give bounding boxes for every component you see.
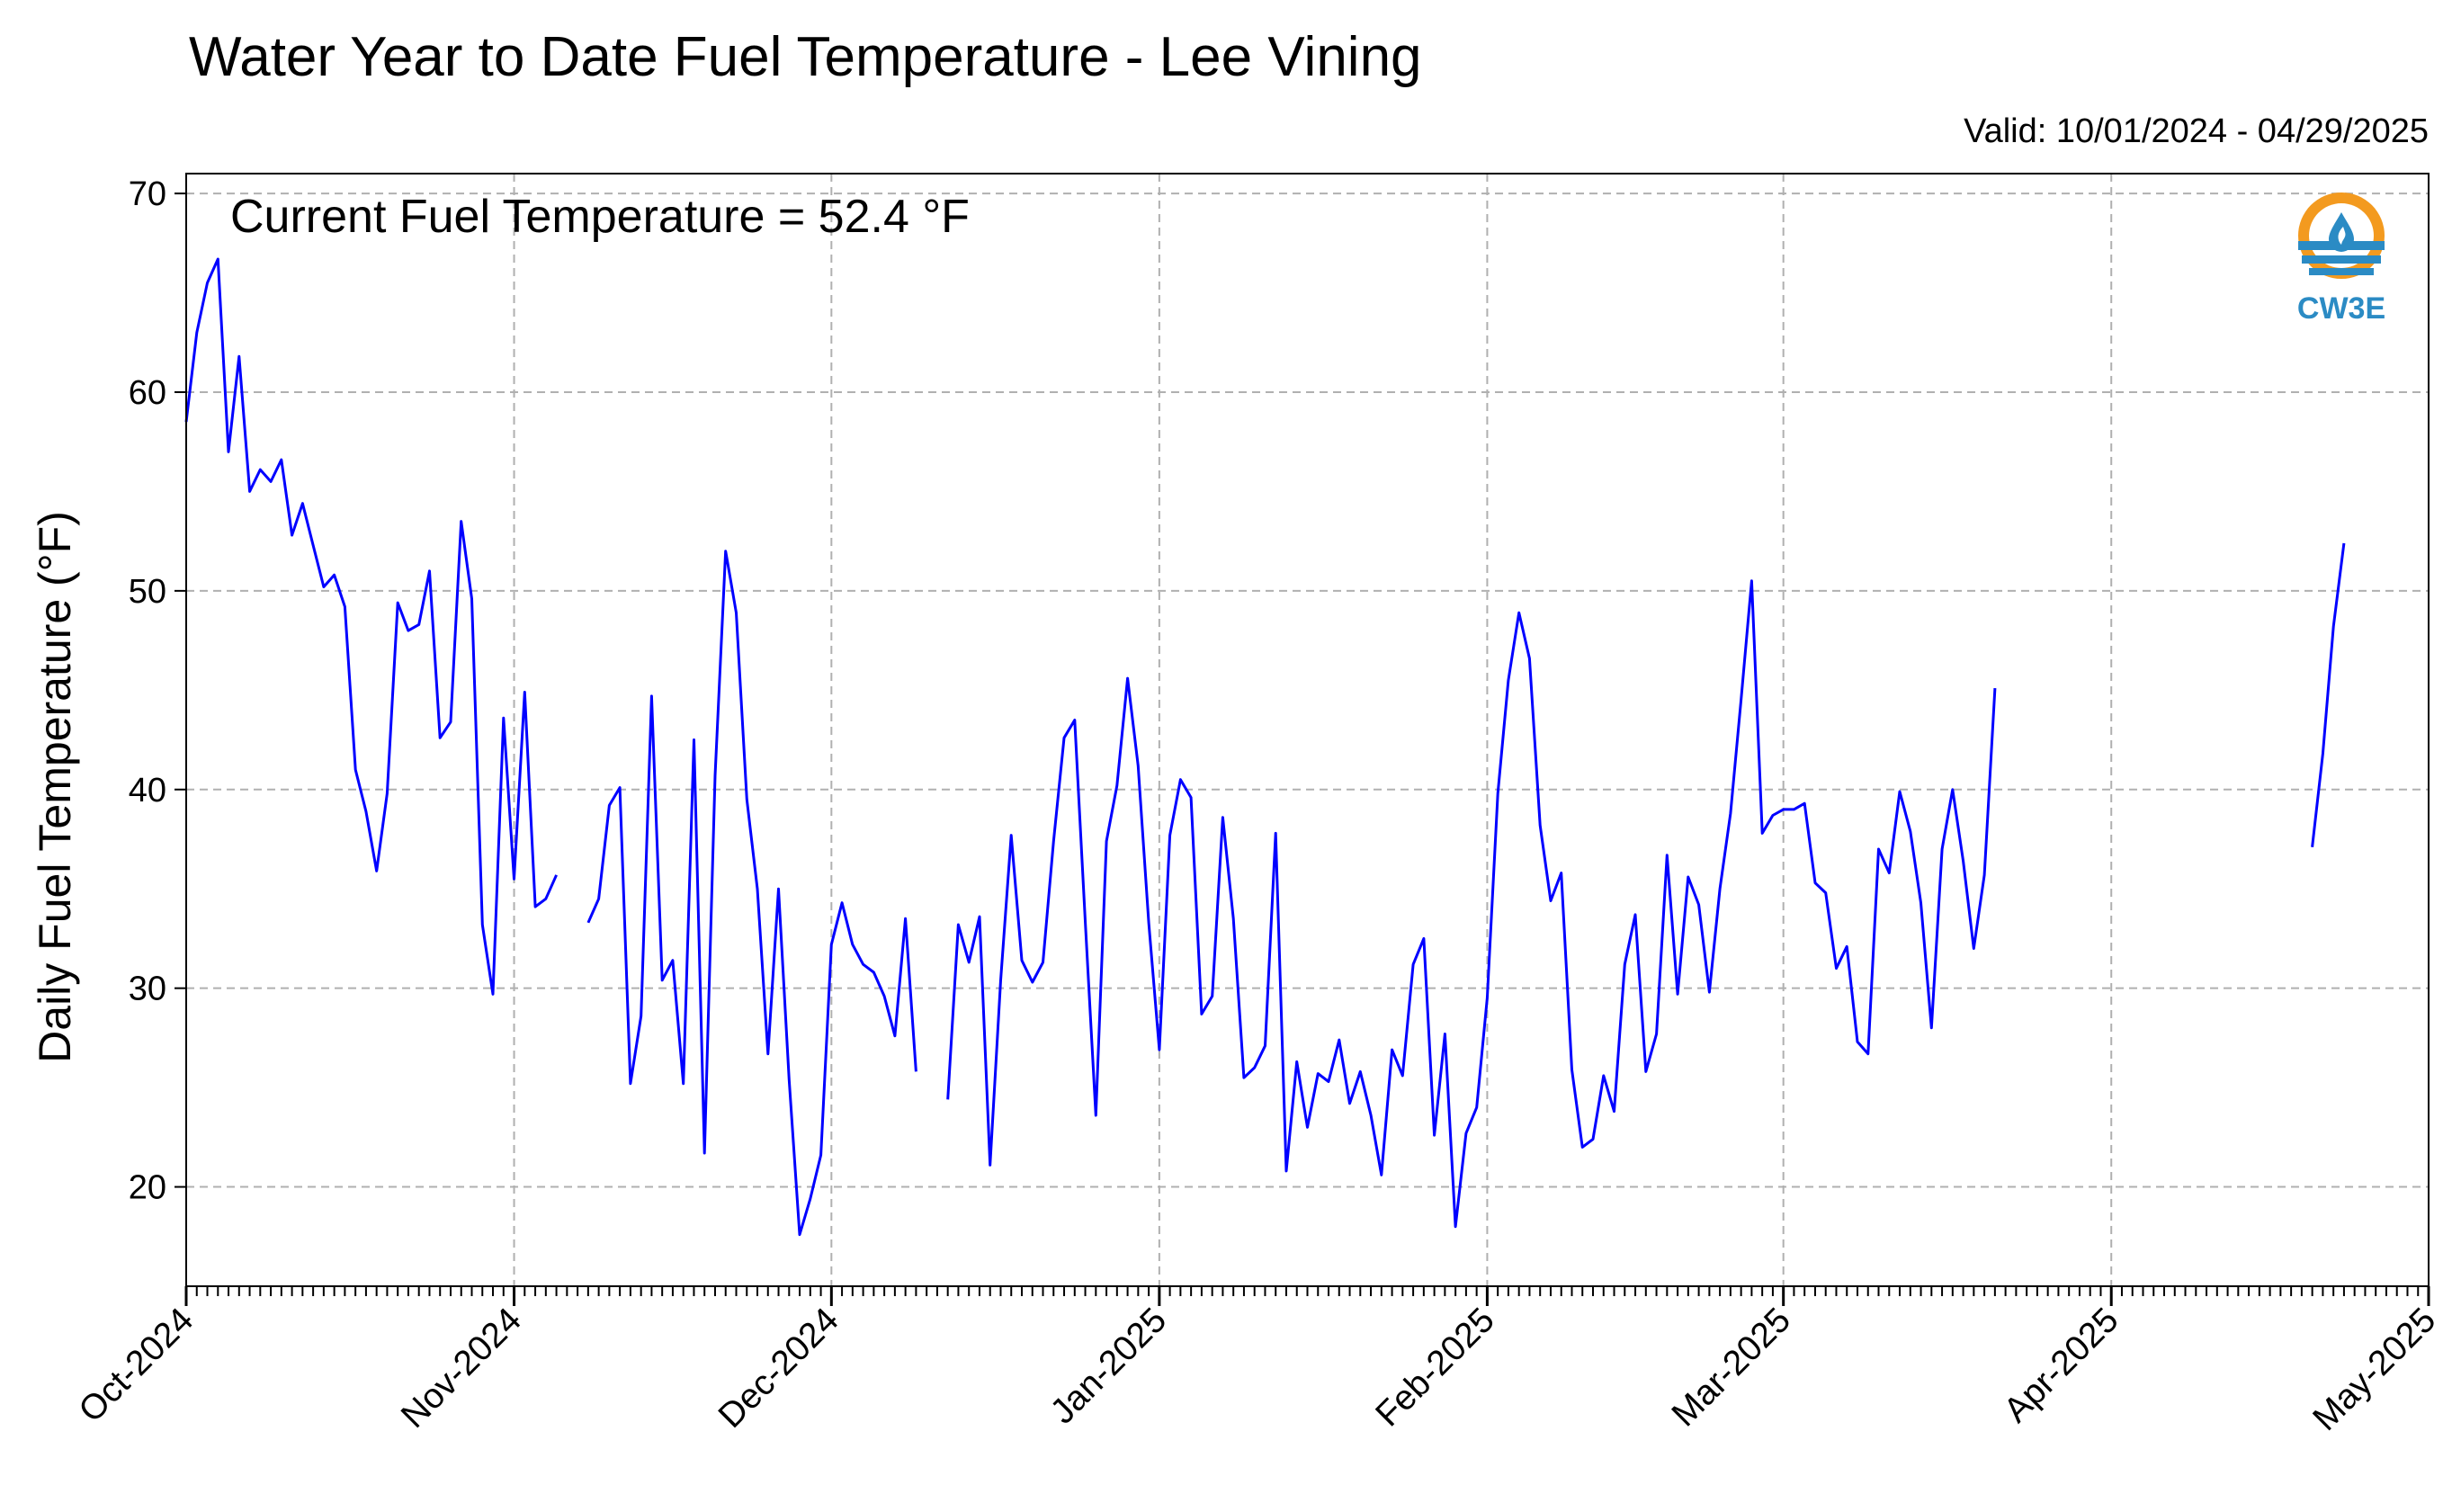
x-tick-label: Feb-2025 (1368, 1301, 1501, 1434)
flame-icon (2338, 227, 2346, 245)
y-tick-label: 70 (129, 175, 166, 213)
x-tick-label: May-2025 (2305, 1301, 2443, 1438)
y-tick-label: 20 (129, 1169, 166, 1207)
x-tick-label: Oct-2024 (72, 1301, 201, 1430)
y-tick-label: 60 (129, 374, 166, 412)
cw3e-logo: CW3E (2297, 192, 2385, 326)
plot-frame (185, 173, 2430, 1287)
y-tick-label: 50 (129, 573, 166, 611)
valid-date-range: Valid: 10/01/2024 - 04/29/2025 (1964, 112, 2429, 150)
series-line-segment (184, 257, 558, 996)
logo-wave-icon (2302, 255, 2381, 264)
x-tick-label: Mar-2025 (1665, 1301, 1798, 1434)
logo-text: CW3E (2297, 291, 2385, 326)
chart-title: Water Year to Date Fuel Temperature - Le… (189, 26, 1422, 88)
x-tick-label: Nov-2024 (394, 1301, 529, 1436)
y-ticks: 20 30 40 50 60 70 (129, 175, 186, 1207)
x-tick-label: Jan-2025 (1043, 1301, 1174, 1431)
series-line-segment (586, 550, 917, 1237)
series-line-segment (946, 579, 1997, 1229)
series-line-segment (2311, 542, 2346, 847)
y-axis-label: Daily Fuel Temperature (°F) (30, 511, 80, 1063)
x-tick-label: Dec-2024 (711, 1301, 846, 1436)
y-tick-label: 30 (129, 971, 166, 1008)
y-tick-label: 40 (129, 772, 166, 810)
x-minor-ticks (185, 1286, 2430, 1296)
x-tick-label: Apr-2025 (1997, 1301, 2126, 1430)
series-line (184, 257, 2346, 1237)
logo-wave-icon (2309, 268, 2374, 275)
x-major-ticks: Oct-2024 Nov-2024 Dec-2024 Jan-2025 Feb-2025… (72, 1286, 2443, 1438)
current-temperature-annotation: Current Fuel Temperature = 52.4 °F (230, 191, 970, 243)
